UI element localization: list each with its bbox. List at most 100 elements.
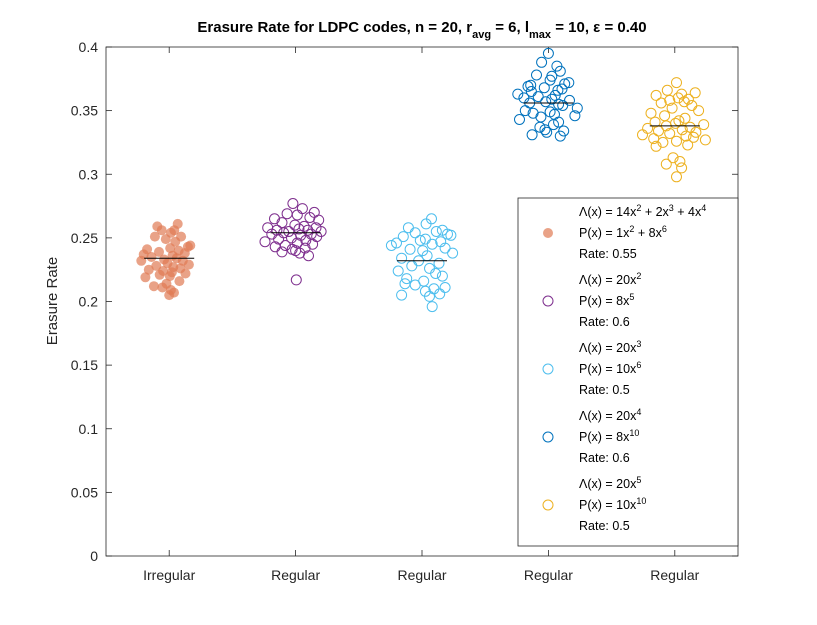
- data-point: [542, 47, 554, 59]
- legend-superscript: 5: [636, 475, 641, 485]
- data-point: [289, 219, 301, 231]
- data-point: [536, 56, 548, 68]
- data-point: [293, 223, 305, 235]
- legend-box: [517, 197, 739, 547]
- data-point: [172, 218, 183, 229]
- y-tick-label: 0.15: [71, 357, 98, 373]
- data-point: [674, 156, 686, 167]
- legend-segment: Λ(x) = 20x: [579, 477, 637, 491]
- legend-label: Rate: 0.6: [579, 315, 630, 329]
- legend-superscript: 6: [636, 360, 641, 370]
- data-point: [571, 102, 583, 114]
- chart-title: Erasure Rate for LDPC codes, n = 20, rav…: [197, 19, 646, 41]
- data-point: [553, 116, 565, 128]
- y-axis-label: Erasure Rate: [44, 257, 61, 345]
- data-point: [291, 209, 303, 221]
- data-point: [538, 82, 550, 94]
- legend-superscript: 10: [636, 496, 646, 506]
- data-point: [650, 89, 662, 101]
- x-axis: Irregular Regular Regular Regular Regular: [143, 47, 700, 583]
- legend-label: Λ(x) = 14x2 + 2x3 + 4x4: [579, 203, 706, 219]
- data-point: [430, 226, 442, 237]
- data-point: [661, 84, 673, 96]
- data-point: [660, 158, 672, 170]
- data-point: [183, 259, 194, 270]
- legend-segment: Rate: 0.55: [579, 247, 637, 261]
- legend-marker: [542, 363, 554, 375]
- data-point: [146, 252, 157, 262]
- data-point: [553, 98, 565, 110]
- data-point: [667, 152, 679, 164]
- legend-segment: P(x) = 8x: [579, 430, 630, 444]
- data-point: [699, 134, 711, 146]
- legend-segment: Rate: 0.6: [579, 451, 630, 465]
- data-point: [436, 270, 448, 282]
- data-point: [657, 136, 669, 148]
- title-segment: = 6, l: [491, 19, 529, 36]
- data-point: [174, 276, 185, 287]
- legend-superscript: 2: [629, 224, 634, 234]
- data-point: [426, 301, 438, 313]
- legend-segment: Λ(x) = 20x: [579, 409, 637, 423]
- data-point: [689, 87, 701, 99]
- data-point: [544, 74, 556, 86]
- data-point: [300, 234, 312, 246]
- data-point: [540, 96, 552, 108]
- legend-superscript: 3: [636, 339, 641, 349]
- legend-label: Λ(x) = 20x3: [579, 339, 641, 355]
- title-subscript: max: [529, 29, 552, 41]
- data-point: [396, 289, 408, 301]
- data-point: [698, 119, 710, 131]
- x-tick-label: Regular: [650, 567, 699, 583]
- data-point: [664, 128, 676, 139]
- data-point: [164, 290, 175, 301]
- data-point: [680, 130, 692, 142]
- legend-superscript: 6: [662, 224, 667, 234]
- legend-superscript: 3: [669, 203, 674, 213]
- y-tick-label: 0.3: [79, 166, 99, 182]
- legend-segment: P(x) = 8x: [579, 294, 630, 308]
- data-point: [140, 272, 151, 283]
- data-point: [303, 250, 314, 262]
- data-point: [664, 94, 676, 106]
- data-point: [645, 107, 657, 119]
- y-tick-label: 0.1: [79, 421, 99, 437]
- data-point: [532, 91, 544, 103]
- data-point: [563, 77, 575, 89]
- data-point: [414, 234, 426, 246]
- legend-label: P(x) = 8x5: [579, 292, 634, 308]
- data-point: [552, 84, 564, 96]
- data-point: [430, 268, 442, 279]
- legend-label: Λ(x) = 20x4: [579, 407, 641, 423]
- data-point: [165, 243, 176, 254]
- y-tick-label: 0: [90, 548, 98, 564]
- legend-segment: + 2x: [641, 205, 669, 219]
- legend-segment: + 8x: [634, 226, 662, 240]
- legend-segment: Rate: 0.6: [579, 315, 630, 329]
- legend-marker: [542, 295, 554, 307]
- data-point: [666, 102, 678, 114]
- data-point: [671, 77, 682, 89]
- data-point: [136, 255, 147, 266]
- data-point: [637, 129, 648, 141]
- data-point: [391, 237, 402, 249]
- data-point: [526, 129, 538, 141]
- legend-superscript: 4: [636, 407, 641, 417]
- data-point: [283, 226, 295, 237]
- data-point: [401, 273, 413, 285]
- data-point: [420, 218, 432, 230]
- data-point: [409, 227, 421, 239]
- data-point: [557, 100, 569, 111]
- data-point: [313, 214, 325, 226]
- data-point: [434, 288, 446, 300]
- legend-superscript: 5: [629, 292, 634, 302]
- legend-marker: [542, 499, 554, 511]
- legend-segment: + 4x: [674, 205, 702, 219]
- data-point: [409, 279, 421, 291]
- data-point: [548, 119, 559, 131]
- data-point: [151, 260, 162, 271]
- x-tick-label: Regular: [271, 567, 320, 583]
- data-point: [143, 264, 154, 275]
